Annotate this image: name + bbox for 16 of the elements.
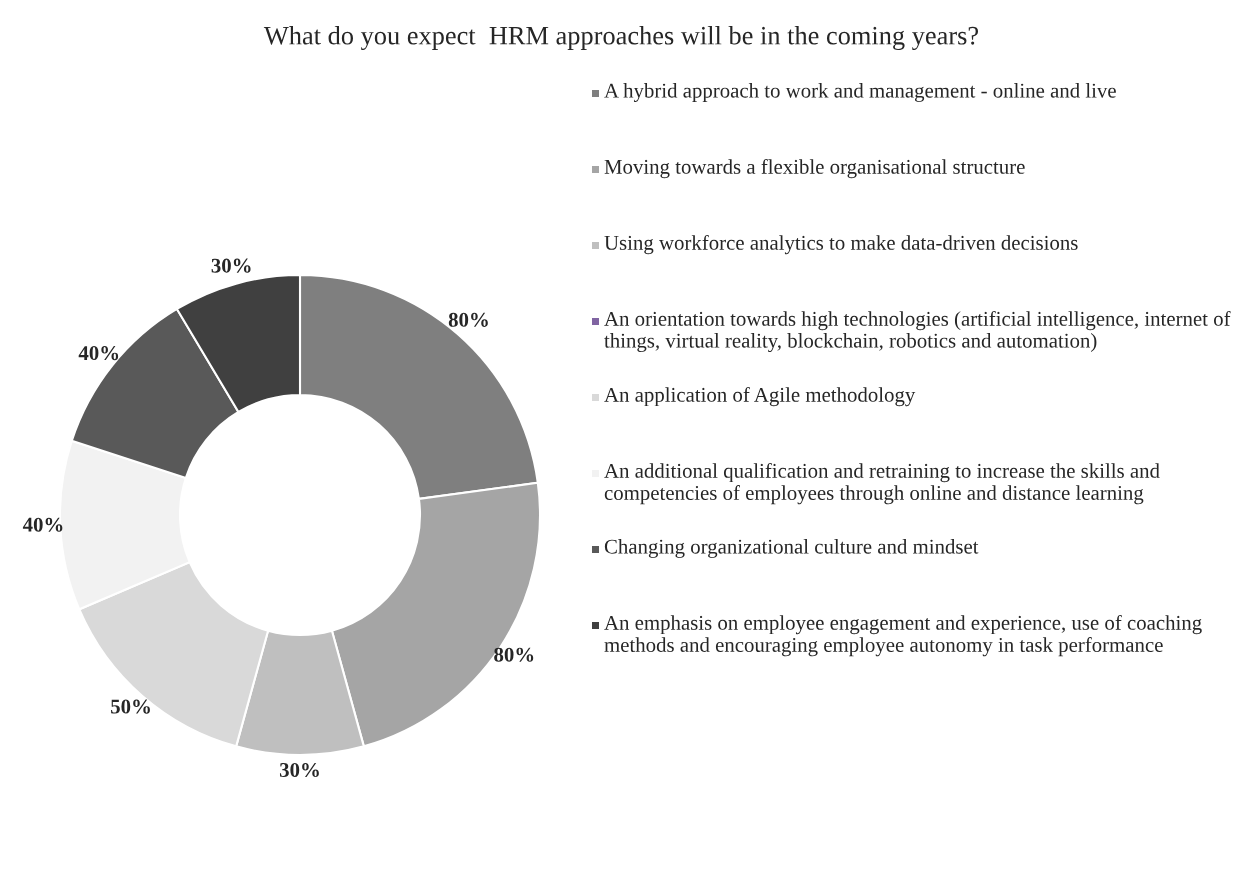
legend-label: Using workforce analytics to make data-driven decisions (604, 235, 1078, 255)
data-label: 30% (279, 762, 319, 778)
legend-label: An application of Agile methodology (604, 387, 916, 407)
legend-label: Moving towards a flexible organisational structure (604, 159, 1025, 179)
data-label: 50% (111, 699, 150, 714)
data-label: 30% (211, 258, 251, 273)
legend-label: An orientation towards high technologies (artificial intelligence, internet of things, virtual reality, blockchain, robotics and automation) (604, 311, 1231, 353)
legend-label: An emphasis on employee engagement and experience, use of coaching methods and encouraging employee autonomy in task performance (604, 615, 1202, 657)
data-label: 40% (22, 517, 63, 532)
data-label: 80% (494, 647, 534, 662)
legend-label: A hybrid approach to work and management - online and live (604, 83, 1116, 102)
data-label: 80% (448, 312, 488, 327)
legend-label: Changing organizational culture and mindset (604, 539, 979, 558)
data-label: 40% (78, 346, 119, 361)
chart-title: What do you expect HRM approaches will be in the coming years? (263, 26, 979, 50)
legend-label: An additional qualification and retraining to increase the skills and competencies of employees through online and distance learning (604, 463, 1160, 505)
